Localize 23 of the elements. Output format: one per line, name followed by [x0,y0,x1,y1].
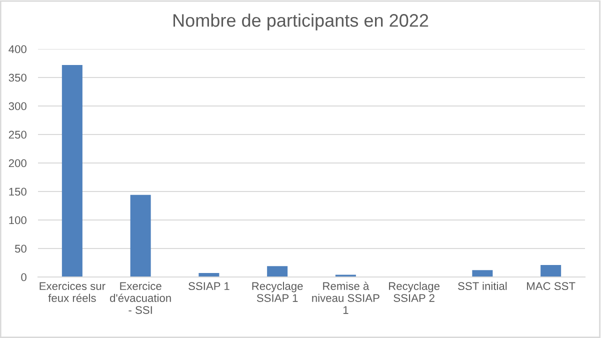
chart-title: Nombre de participants en 2022 [174,14,428,30]
bar [62,64,82,277]
x-tick-label: MAC SST [527,282,576,290]
y-tick-label: 400 [8,45,26,54]
x-tick-label: Exercices sur feux réels [40,282,106,302]
y-tick-label: 100 [9,216,26,224]
y-tick-label: 350 [8,74,26,82]
y-tick-label: 150 [9,188,26,196]
x-tick-label: Exercice d'évacuation - SSI [110,282,171,314]
x-tick-label: Recyclage SSIAP 2 [389,282,440,302]
bar [130,194,151,277]
x-tick-label: Remise à niveau SSIAP 1 [312,282,380,314]
x-tick-label: Recyclage SSIAP 1 [252,282,303,302]
bar [540,265,562,277]
x-tick-label: SSIAP 1 [188,282,230,290]
bar [472,270,493,277]
y-tick-label: 300 [8,102,26,110]
y-tick-label: 0 [21,273,26,282]
y-tick-label: 50 [14,244,26,253]
x-tick-label: SST initial [458,282,507,290]
y-tick-label: 250 [8,130,26,139]
bar [267,266,288,277]
y-tick-label: 200 [8,159,26,168]
